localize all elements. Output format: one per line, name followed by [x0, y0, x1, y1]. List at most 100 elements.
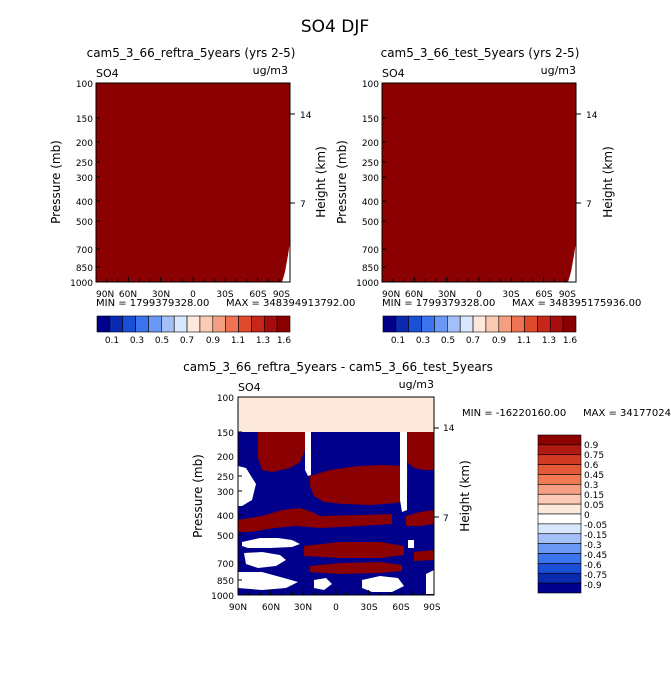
height-tick-label: 14 — [300, 111, 312, 121]
colorbar-label: 1.6 — [277, 336, 292, 346]
y-tick-label: 200 — [76, 139, 93, 149]
colorbar-swatch — [537, 563, 582, 574]
colorbar-swatch — [537, 493, 582, 505]
colorbar-swatch — [498, 315, 512, 333]
colorbar-label: 0.7 — [180, 336, 194, 346]
colorbar-label: 1.1 — [517, 336, 531, 346]
page-title: SO4 DJF — [301, 17, 369, 37]
panel-title: cam5_3_66_reftra_5years (yrs 2-5) — [87, 46, 296, 60]
y-tick-label: 500 — [362, 218, 379, 228]
y-tick-label: 200 — [217, 453, 234, 463]
y-tick-label: 1000 — [70, 279, 93, 289]
y-tick-label: 150 — [217, 429, 234, 439]
colorbar-label: -0.45 — [584, 551, 607, 561]
variable-label: SO4 — [96, 67, 119, 80]
colorbar-label: 0.5 — [155, 336, 169, 346]
panel-title: cam5_3_66_test_5years (yrs 2-5) — [381, 46, 580, 60]
x-tick-label: 30S — [502, 290, 519, 300]
max-label: MAX = 348395175936.00 — [512, 298, 641, 309]
x-tick-label: 30N — [294, 603, 312, 613]
y-tick-label: 1000 — [356, 279, 379, 289]
y-tick-label: 250 — [362, 159, 379, 169]
y-tick-label: 250 — [217, 473, 234, 483]
panel-reftra: cam5_3_66_reftra_5years (yrs 2-5) SO4 ug… — [49, 46, 355, 346]
colorbar-label: 0.05 — [584, 501, 604, 511]
colorbar-label: 0.6 — [584, 461, 599, 471]
colorbar-label: 0.9 — [492, 336, 507, 346]
units-label: ug/m3 — [541, 64, 576, 77]
y-tick-label: 700 — [76, 246, 93, 256]
height-tick-label: 14 — [443, 424, 455, 434]
field-fill — [96, 83, 290, 282]
x-tick-label: 60S — [249, 290, 266, 300]
x-tick-label: 90S — [423, 603, 440, 613]
colorbar-swatch — [186, 315, 201, 333]
x-tick-label: 30S — [216, 290, 233, 300]
units-label: ug/m3 — [253, 64, 288, 77]
x-tick-label: 90S — [559, 290, 576, 300]
colorbar-swatch — [173, 315, 188, 333]
y-tick-label: 100 — [76, 80, 93, 90]
y-tick-label: 500 — [76, 218, 93, 228]
colorbar-label: 1.1 — [231, 336, 245, 346]
height-tick-label: 7 — [443, 514, 449, 524]
colorbar — [537, 434, 582, 594]
colorbar-label: -0.05 — [584, 521, 607, 531]
y-tick-label: 850 — [217, 577, 234, 587]
positive-difference-region — [310, 562, 402, 574]
zero-difference-region — [408, 540, 414, 548]
colorbar-swatch — [537, 444, 582, 456]
colorbar-swatch — [238, 315, 252, 333]
y-tick-label: 400 — [362, 198, 379, 208]
colorbar-swatch — [511, 315, 525, 333]
colorbar-swatch — [122, 315, 136, 333]
colorbar-swatch — [212, 315, 226, 333]
colorbar-swatch — [135, 315, 149, 333]
zero-difference-region — [242, 538, 300, 548]
colorbar-swatch — [421, 315, 435, 333]
y-tick-label: 700 — [362, 246, 379, 256]
colorbar-swatch — [263, 315, 278, 333]
positive-difference-region — [238, 508, 392, 532]
positive-difference-region — [407, 432, 434, 470]
x-tick-label: 90N — [382, 290, 400, 300]
height-tick-label: 7 — [300, 200, 306, 210]
colorbar-swatch — [537, 434, 582, 446]
colorbar-swatch — [434, 315, 448, 333]
y-tick-label: 300 — [362, 174, 379, 184]
colorbar-swatch — [225, 315, 239, 333]
y-tick-label: 300 — [76, 174, 93, 184]
colorbar-swatch — [276, 315, 291, 333]
positive-difference-region — [304, 542, 404, 558]
colorbar-label: 0.3 — [416, 336, 430, 346]
min-label: MIN = -16220160.00 — [462, 408, 566, 419]
variable-label: SO4 — [382, 67, 405, 80]
height-axis-label: Height (km) — [314, 146, 328, 217]
colorbar-swatch — [537, 503, 582, 515]
y-tick-label: 100 — [362, 80, 379, 90]
missing-data-region — [254, 242, 290, 282]
colorbar-swatch — [537, 513, 582, 525]
zero-difference-region — [314, 578, 332, 590]
colorbar-label: 0.1 — [391, 336, 405, 346]
units-label: ug/m3 — [399, 378, 434, 391]
y-tick-label: 300 — [217, 488, 234, 498]
colorbar-label: 0.75 — [584, 451, 604, 461]
stratosphere-band — [238, 397, 434, 432]
colorbar-swatch — [537, 582, 582, 594]
colorbar-label: 0.15 — [584, 491, 604, 501]
height-tick-label: 7 — [586, 200, 592, 210]
colorbar-label: 0.5 — [441, 336, 455, 346]
colorbar-swatch — [537, 533, 582, 544]
colorbar-swatch — [148, 315, 162, 333]
colorbar — [382, 315, 577, 333]
colorbar-swatch — [537, 454, 582, 465]
colorbar-swatch — [459, 315, 474, 333]
zero-difference-region — [244, 552, 286, 568]
colorbar-swatch — [524, 315, 538, 333]
colorbar-label: 0.1 — [105, 336, 119, 346]
colorbar-swatch — [199, 315, 214, 333]
colorbar-swatch — [251, 315, 265, 333]
colorbar-label: -0.15 — [584, 531, 607, 541]
height-axis-label: Height (km) — [458, 460, 472, 531]
